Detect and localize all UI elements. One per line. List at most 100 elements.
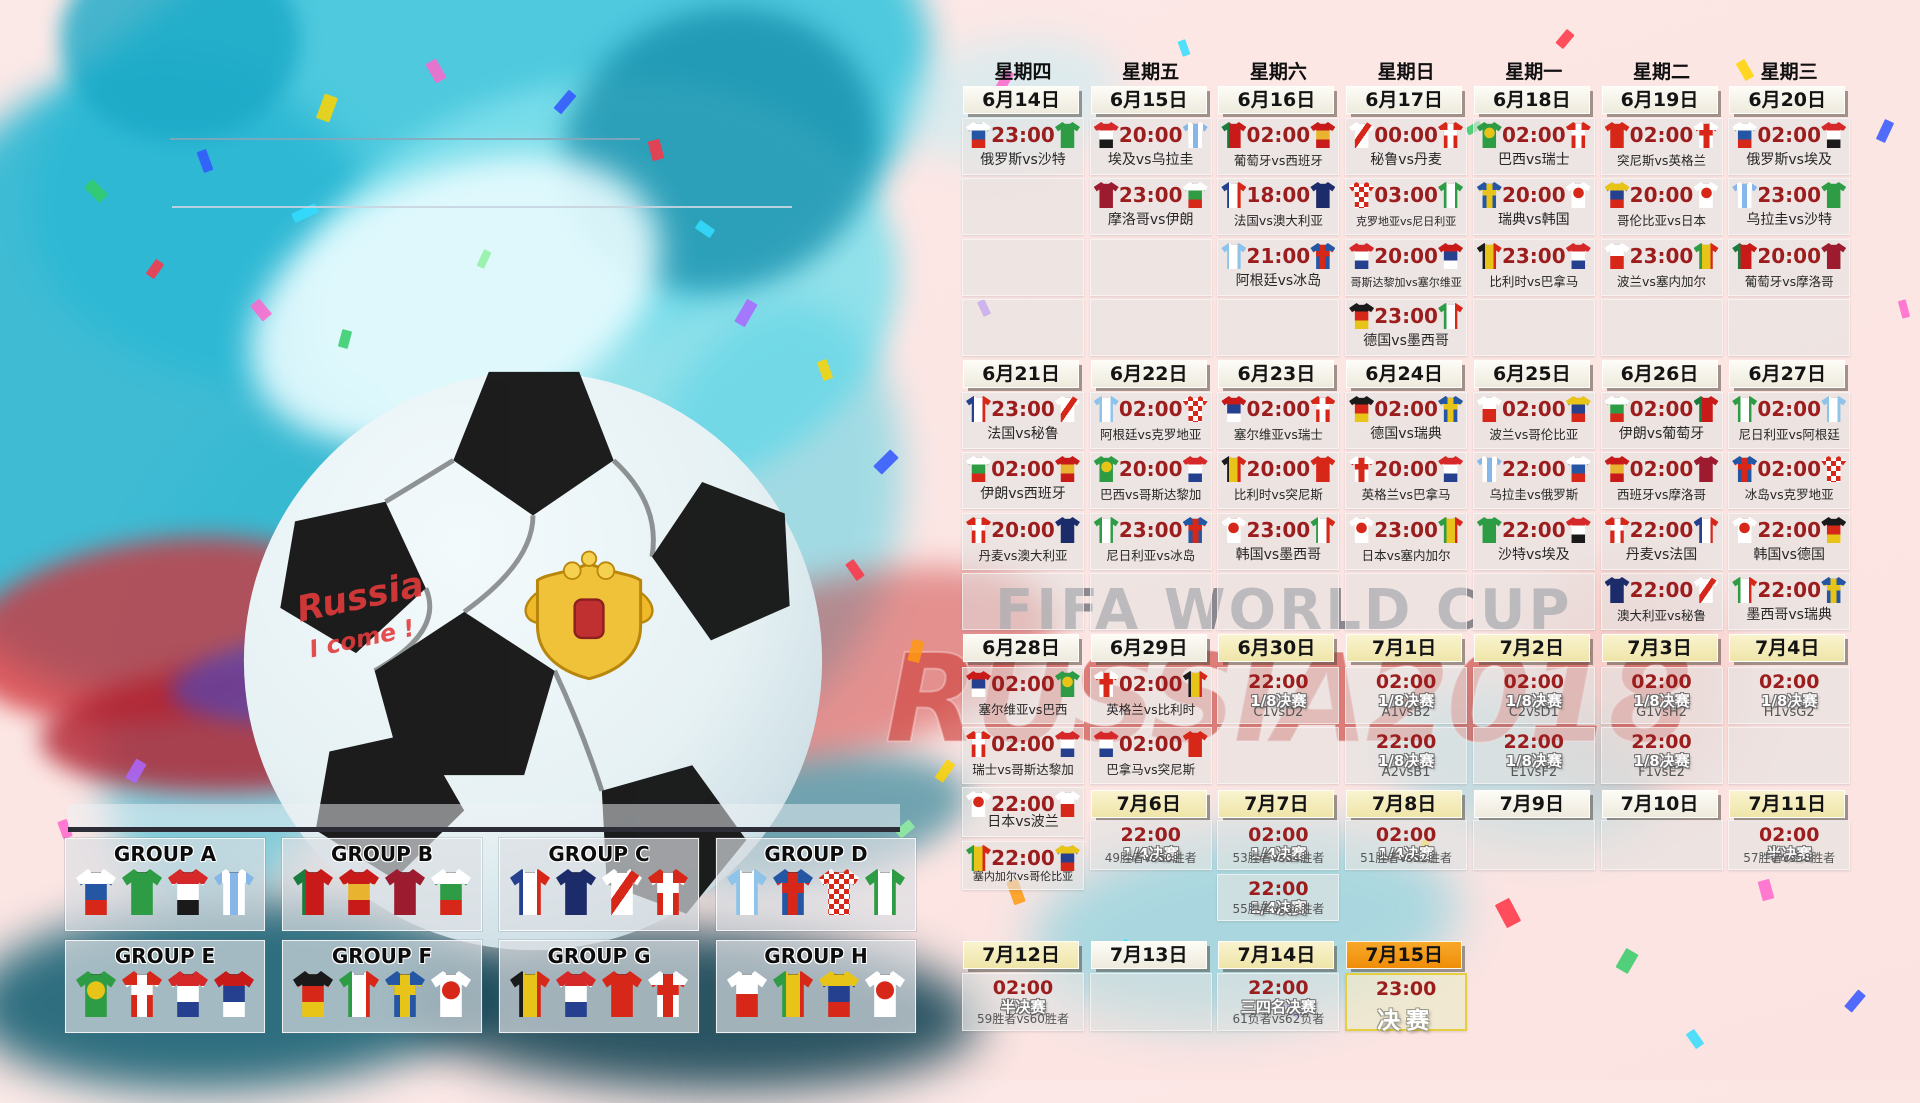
- match-time: 22:00: [1501, 518, 1566, 542]
- match-teams: 波兰vs哥伦比亚: [1489, 427, 1579, 442]
- group-jerseys: [283, 869, 481, 915]
- match-teams: 英格兰vs巴拿马: [1361, 487, 1451, 502]
- portugal-jersey-icon: [293, 869, 333, 915]
- qualifier-label: 51胜者vs52胜者: [1360, 851, 1453, 865]
- match-time: 02:00: [1374, 397, 1438, 421]
- russia-jersey-icon: [76, 869, 116, 915]
- match-cell: 02:00 英格兰vs比利时: [1089, 667, 1212, 724]
- iceland-jersey-icon: [773, 869, 813, 915]
- qualifier-label: 55胜者vs56胜者: [1232, 902, 1325, 916]
- round-label: 1/8决赛: [1505, 752, 1562, 770]
- match-time: 22:00: [1248, 878, 1309, 900]
- match-time: 02:00: [1629, 397, 1694, 421]
- date-header: 7月4日: [1729, 634, 1846, 662]
- costarica-jersey-icon: [168, 971, 208, 1017]
- group-title: GROUP G: [547, 944, 651, 968]
- match-time: 02:00: [1631, 671, 1692, 693]
- germany-jersey-icon: [293, 971, 333, 1017]
- match-teams: 沙特vs埃及: [1498, 547, 1570, 563]
- round-label: 1/8决赛: [1761, 692, 1818, 710]
- match-teams: 摩洛哥vs伊朗: [1107, 212, 1194, 228]
- empty-cell: [1472, 820, 1595, 870]
- qualifier-label: F1vsE2: [1638, 765, 1685, 780]
- match-cell: 02:00 尼日利亚vs阿根廷: [1728, 392, 1851, 449]
- match-time: 02:00: [992, 977, 1054, 999]
- match-time: 18:00: [1246, 183, 1311, 207]
- match-time: 23:00: [991, 123, 1055, 147]
- match-cell: 20:00 瑞典vs韩国: [1472, 178, 1595, 235]
- match-teams: 哥斯达黎加vs塞尔维亚: [1350, 276, 1462, 289]
- group-box-e: GROUP E: [65, 940, 265, 1033]
- group-jerseys: [66, 869, 264, 915]
- japan-jersey-icon: [865, 971, 905, 1017]
- ball-seams: [373, 458, 656, 792]
- match-time: 22:00: [1248, 977, 1309, 999]
- match-teams: 俄罗斯vs埃及: [1746, 152, 1832, 168]
- match-time: 22:00: [1631, 731, 1692, 753]
- weekday-label: 星期二: [1632, 61, 1690, 83]
- match-teams: 塞尔维亚vs巴西: [978, 702, 1068, 717]
- knockout-cell: 22:00 1/4决赛 55胜者vs56胜者: [1217, 874, 1340, 921]
- empty-cell: [962, 178, 1084, 235]
- match-time: 23:00: [1118, 518, 1183, 542]
- match-cell: 23:00 乌拉圭vs沙特: [1728, 178, 1851, 235]
- match-time: 02:00: [1118, 732, 1183, 756]
- qualifier-label: 53胜者vs54胜者: [1232, 851, 1325, 865]
- qualifier-label: C2vsD1: [1508, 705, 1559, 720]
- spain-jersey-icon: [339, 869, 379, 915]
- group-box-c: GROUP C: [499, 838, 699, 931]
- group-box-d: GROUP D: [716, 838, 916, 931]
- date-header: 7月11日: [1729, 790, 1846, 818]
- date-header: 7月10日: [1601, 790, 1718, 818]
- round-label: 1/4决赛: [1377, 845, 1435, 863]
- match-cell: 20:00 丹麦vs澳大利亚: [962, 513, 1084, 570]
- date-header: 6月19日: [1601, 86, 1718, 114]
- date-header: 6月23日: [1218, 360, 1335, 388]
- iran-jersey-icon: [431, 869, 471, 915]
- match-cell: 20:00 埃及vs乌拉圭: [1089, 118, 1212, 175]
- knockout-cell: 02:00 1/4决赛 53胜者vs54胜者: [1217, 820, 1340, 870]
- croatia-jersey-icon: [819, 869, 859, 915]
- match-time: 02:00: [1375, 671, 1437, 693]
- match-cell: 22:00 塞内加尔vs哥伦比亚: [962, 841, 1084, 890]
- date-header: 7月15日: [1346, 941, 1463, 969]
- match-cell: 22:00 韩国vs德国: [1728, 513, 1851, 570]
- match-cell: 02:00 瑞士vs哥斯达黎加: [962, 727, 1084, 784]
- round-label: 1/8决赛: [1633, 752, 1690, 770]
- match-cell: 21:00 阿根廷vs冰岛: [1217, 239, 1340, 296]
- round-label: 1/4决赛: [1250, 845, 1307, 863]
- match-cell: 02:00 巴拿马vs突尼斯: [1089, 727, 1212, 784]
- weekday-label: 星期一: [1505, 61, 1563, 83]
- match-cell: 02:00 塞尔维亚vs巴西: [962, 667, 1084, 724]
- match-teams: 阿根廷vs克罗地亚: [1099, 427, 1202, 442]
- round-label: 1/8决赛: [1505, 692, 1562, 710]
- match-time: 02:00: [1758, 824, 1820, 846]
- match-teams: 比利时vs突尼斯: [1233, 487, 1323, 502]
- empty-cell: [1217, 573, 1340, 630]
- knockout-cell: 02:00 1/8决赛 H1vsG2: [1728, 667, 1851, 724]
- date-header: 6月27日: [1729, 360, 1846, 388]
- group-panels: GROUP A GROUP B GROUP C GROUP D GROUP E GROUP…: [65, 827, 916, 1033]
- group-box-h: GROUP H: [716, 940, 916, 1033]
- empty-cell: [1089, 573, 1212, 630]
- match-cell: 22:00 丹麦vs法国: [1600, 513, 1723, 570]
- empty-cell: [962, 239, 1084, 296]
- knockout-cell: 22:00 1/4决赛 49胜者vs50胜者: [1089, 820, 1212, 870]
- qualifier-label: A2vsB1: [1381, 765, 1431, 780]
- match-teams: 阿根廷vs冰岛: [1235, 273, 1322, 289]
- match-teams: 巴西vs瑞士: [1498, 152, 1570, 168]
- match-teams: 瑞典vs韩国: [1498, 212, 1570, 228]
- match-time: 22:00: [1248, 671, 1309, 693]
- match-cell: 23:00 尼日利亚vs冰岛: [1089, 513, 1212, 570]
- group-jerseys: [500, 869, 698, 915]
- match-teams: 哥伦比亚vs日本: [1617, 213, 1706, 228]
- sweden-jersey-icon: [385, 971, 425, 1017]
- match-time: 23:00: [1374, 304, 1438, 328]
- empty-cell: [1600, 820, 1723, 870]
- qualifier-label: E1vsF2: [1510, 765, 1558, 780]
- qualifier-label: 61负者vs62负者: [1232, 1012, 1325, 1026]
- round-label: 1/8决赛: [1377, 752, 1435, 770]
- match-time: 20:00: [1118, 457, 1183, 481]
- empty-cell: [1345, 573, 1468, 630]
- match-time: 02:00: [1757, 457, 1822, 481]
